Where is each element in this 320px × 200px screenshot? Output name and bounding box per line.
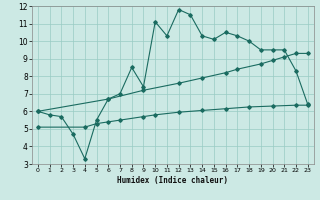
X-axis label: Humidex (Indice chaleur): Humidex (Indice chaleur) [117,176,228,185]
